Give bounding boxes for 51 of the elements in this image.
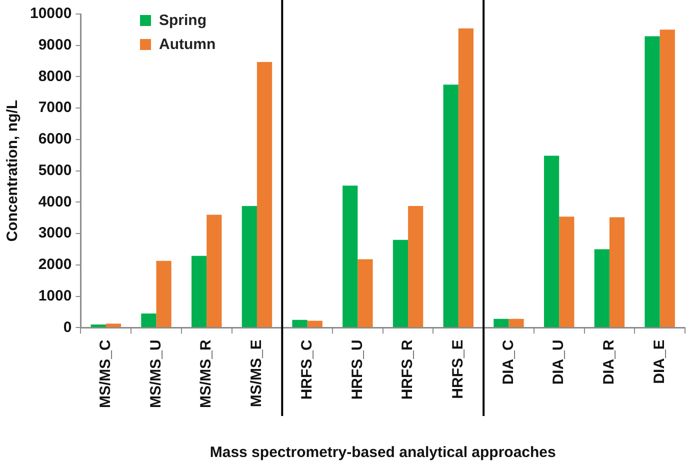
bar <box>206 214 222 328</box>
bar <box>292 320 308 328</box>
bar <box>156 260 172 328</box>
y-tick-label: 4000 <box>38 193 72 210</box>
x-axis-title: Mass spectrometry-based analytical approaches <box>210 444 556 462</box>
x-tick-label: HRFS_U <box>348 340 366 400</box>
y-tick-label: 9000 <box>38 36 72 54</box>
bar <box>90 324 106 328</box>
y-tick-label: 1000 <box>38 287 72 304</box>
x-tick-label: HRFS_R <box>399 340 416 400</box>
bar <box>660 30 675 328</box>
x-tick-label: DIA_C <box>500 340 517 385</box>
bar <box>559 216 574 328</box>
bar <box>342 186 358 328</box>
x-tick-label: MS/MS_R <box>198 339 215 408</box>
bar <box>106 324 121 328</box>
y-tick-label: 0 <box>63 318 72 336</box>
bar <box>256 62 272 328</box>
x-tick-label: HRFS_E <box>450 340 467 399</box>
legend-label: Spring <box>158 10 208 30</box>
bar <box>192 256 207 328</box>
x-tick-label: DIA_E <box>650 340 668 384</box>
bar <box>594 249 610 328</box>
bar <box>458 28 474 328</box>
bar <box>644 36 660 328</box>
bar <box>141 314 156 328</box>
x-tick-label: DIA_R <box>600 340 618 385</box>
x-tick-label: MS/MS_U <box>147 340 164 408</box>
y-tick-label: 8000 <box>38 68 72 85</box>
bar <box>544 156 560 328</box>
bar <box>392 240 408 328</box>
bar <box>609 217 625 328</box>
bar <box>508 318 524 328</box>
x-tick-label: DIA_U <box>550 340 568 385</box>
bar <box>494 318 509 328</box>
x-tick-label: MS/MS_E <box>248 340 266 408</box>
bar <box>358 259 373 328</box>
legend-label: Autumn <box>158 34 216 54</box>
y-tick-label: 5000 <box>38 162 72 179</box>
y-tick-label: 6000 <box>38 130 72 148</box>
x-tick-label: MS/MS_C <box>97 339 114 408</box>
y-tick-label: 10000 <box>30 5 72 22</box>
y-tick-label: 3000 <box>38 224 72 242</box>
y-tick-label: 7000 <box>38 99 72 116</box>
bar <box>242 206 257 328</box>
y-axis-title: Concentration, ng/L <box>4 100 22 242</box>
bar <box>408 206 424 328</box>
bar <box>443 84 458 328</box>
bar <box>307 320 322 328</box>
x-tick-label: HRFS_C <box>298 340 316 400</box>
y-tick-label: 2000 <box>38 256 72 274</box>
